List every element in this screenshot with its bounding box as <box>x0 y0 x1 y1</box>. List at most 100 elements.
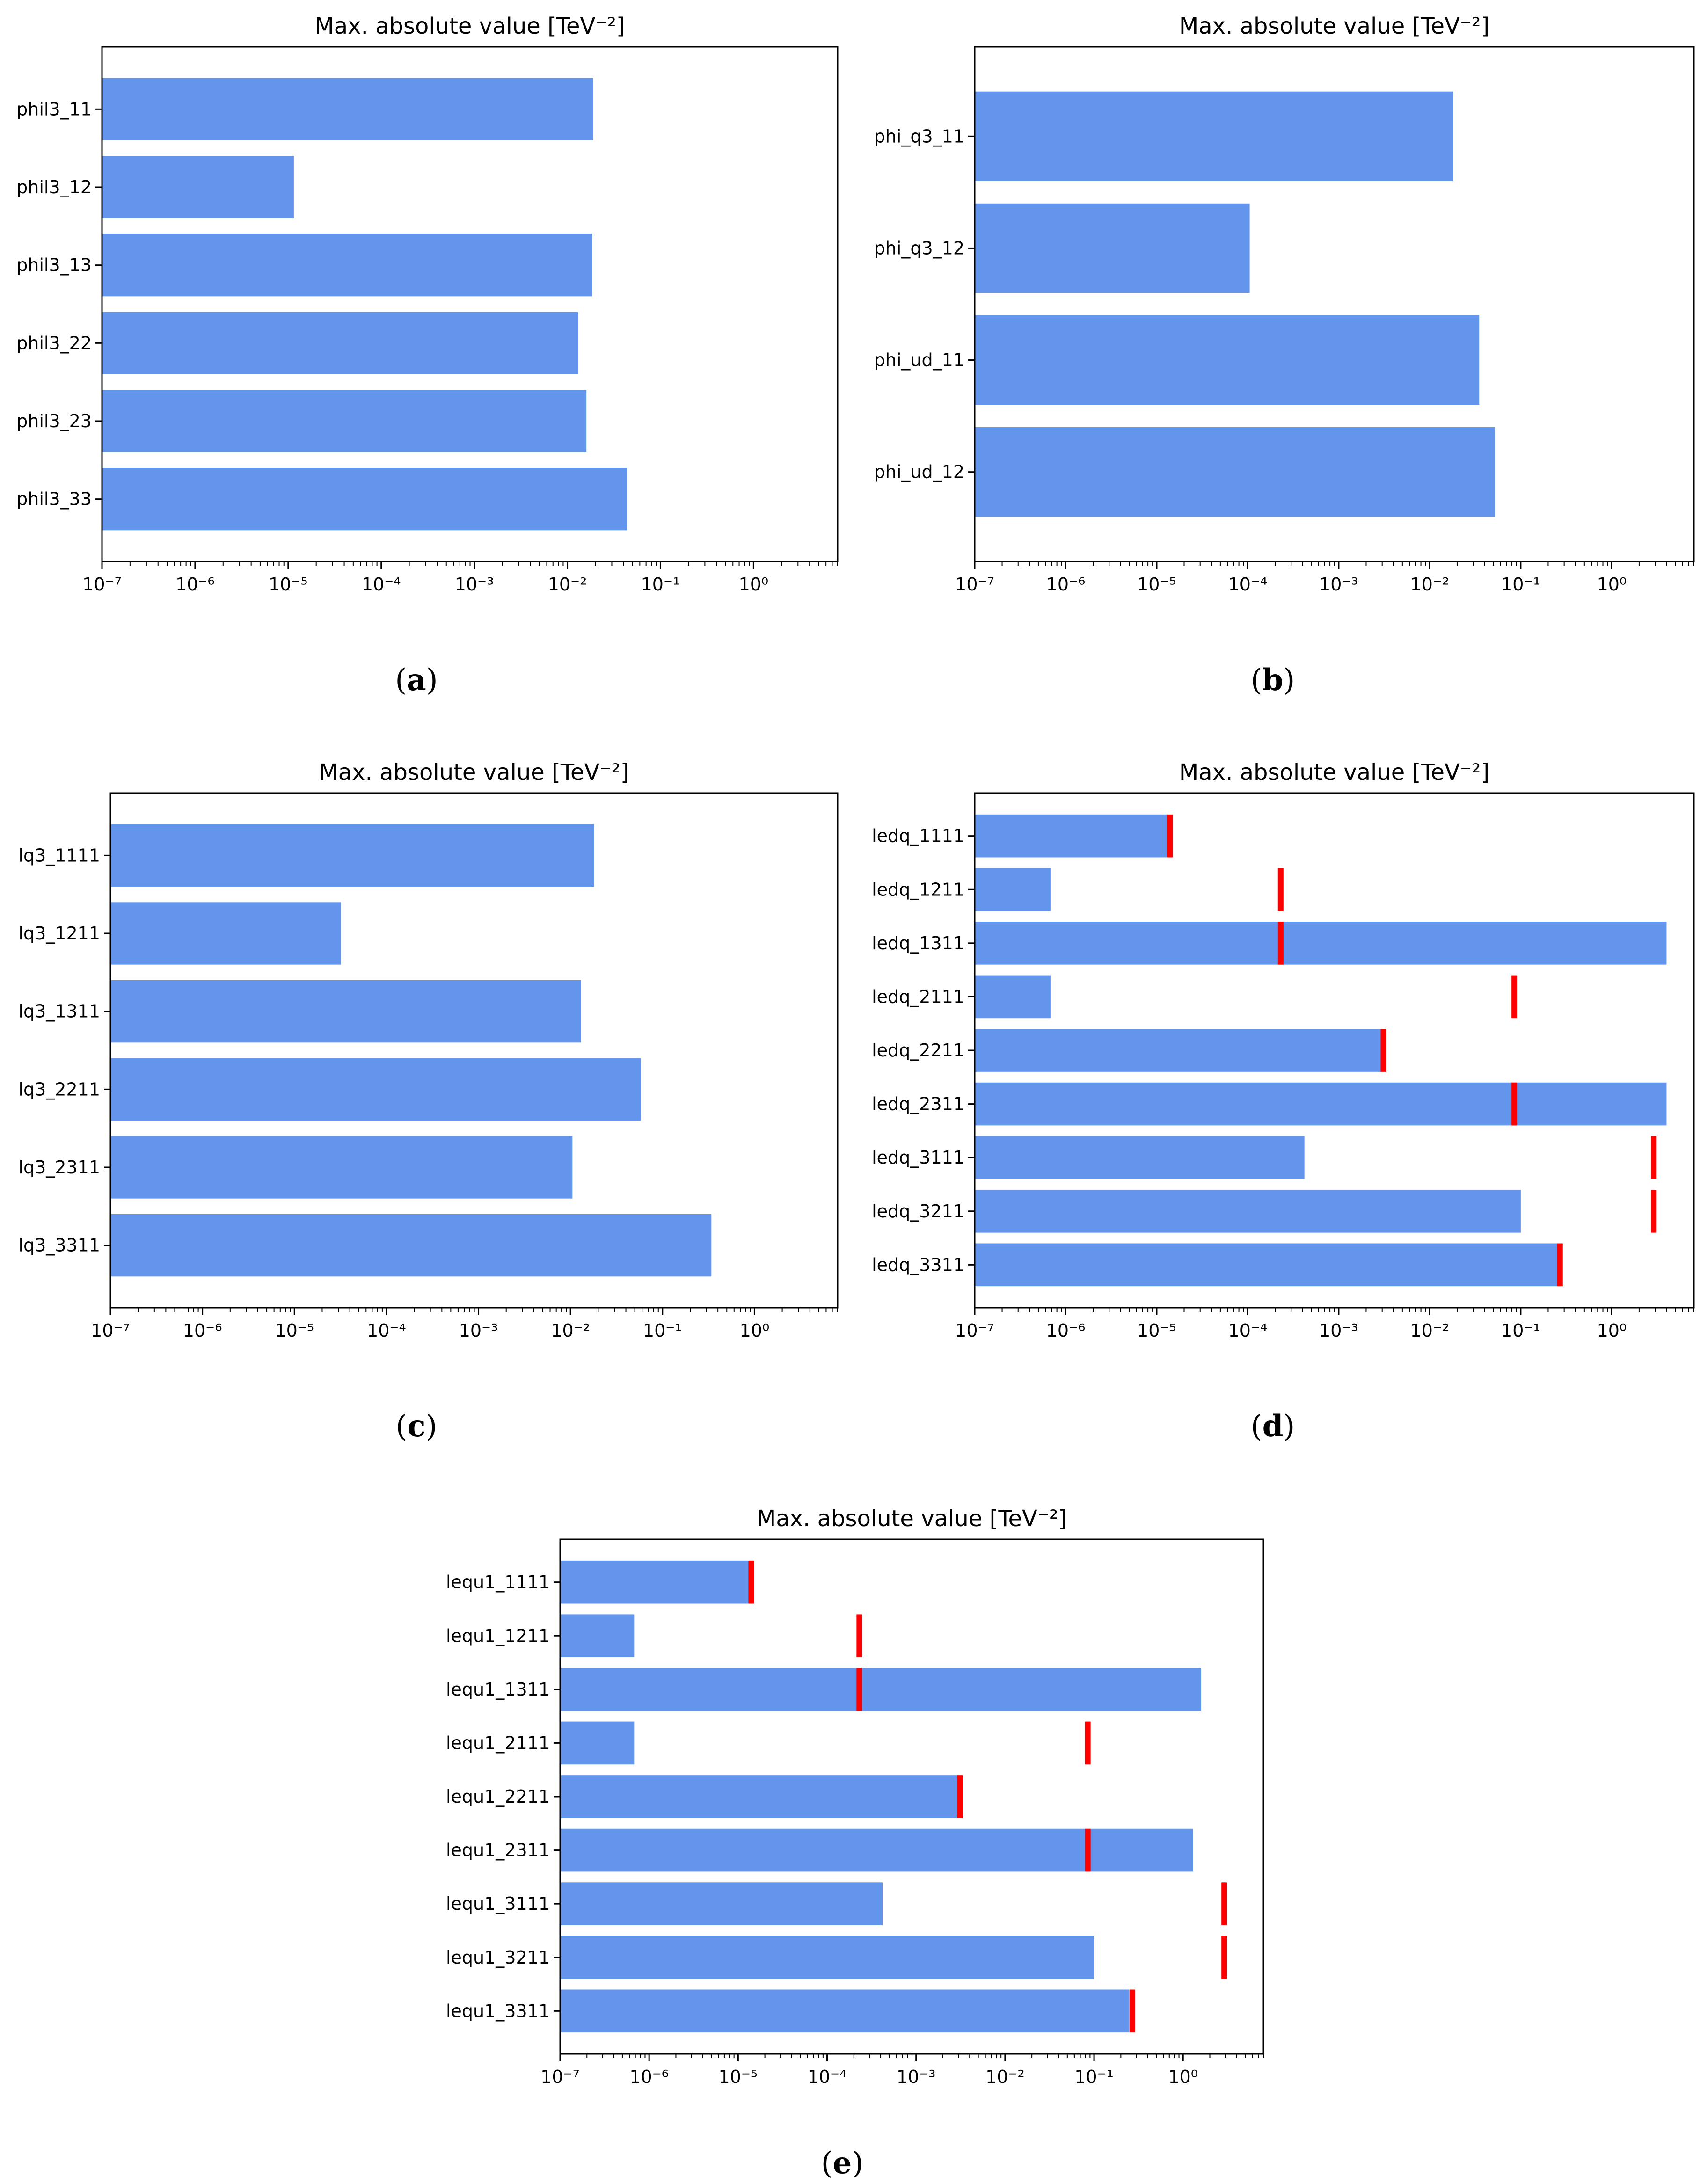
bar-lequ1_3311 <box>560 1989 1130 2033</box>
panel-caption: (c) <box>396 1409 438 1444</box>
bar-phil3_22 <box>102 312 578 374</box>
y-tick-label: lequ1_3111 <box>446 1893 550 1914</box>
chart-title: Max. absolute value [TeV⁻²] <box>314 13 625 39</box>
chart-title: Max. absolute value [TeV⁻²] <box>1179 759 1489 786</box>
caption-paren-open: ( <box>396 1409 408 1444</box>
caption-paren-open: ( <box>1251 1409 1262 1444</box>
y-tick-label: ledq_2311 <box>872 1094 964 1114</box>
caption-paren-close: ) <box>852 2146 863 2181</box>
bar-ledq_1211 <box>975 868 1051 911</box>
y-tick-label: lq3_2311 <box>18 1157 100 1178</box>
x-tick-label: 10⁻⁴ <box>808 2067 847 2087</box>
x-tick-label: 10⁻¹ <box>641 574 680 595</box>
bar-lq3_3311 <box>110 1214 712 1277</box>
x-tick-label: 10⁻¹ <box>1501 1320 1540 1341</box>
x-tick-label: 10⁻² <box>985 2067 1025 2087</box>
limit-marker-ledq_3311 <box>1557 1243 1563 1287</box>
limit-marker-lequ1_3311 <box>1130 1989 1136 2033</box>
panel-caption: (a) <box>395 662 438 698</box>
y-tick-label: phil3_11 <box>16 99 92 119</box>
caption-letter: b <box>1262 662 1284 698</box>
y-tick-label: lequ1_2311 <box>446 1840 550 1861</box>
y-tick-label: ledq_3311 <box>872 1254 964 1275</box>
x-tick-label: 10⁰ <box>1597 1320 1627 1341</box>
y-tick-label: phil3_13 <box>16 255 92 276</box>
bar-lequ1_2311 <box>560 1828 1193 1872</box>
bar-ledq_1111 <box>975 814 1167 858</box>
x-tick-label: 10⁻² <box>1410 1320 1450 1341</box>
x-tick-label: 10⁻⁵ <box>719 2067 758 2087</box>
limit-marker-lequ1_1311 <box>856 1668 862 1711</box>
bar-phil3_11 <box>102 78 593 140</box>
bar-ledq_3211 <box>975 1189 1521 1233</box>
y-tick-label: ledq_1111 <box>872 826 964 846</box>
x-tick-label: 10⁻⁴ <box>367 1320 406 1341</box>
bar-phi_ud_11 <box>975 315 1480 405</box>
x-tick-label: 10⁻³ <box>1319 1320 1358 1341</box>
bar-phil3_13 <box>102 234 592 297</box>
limit-marker-ledq_3211 <box>1651 1189 1657 1233</box>
caption-paren-close: ) <box>425 1409 437 1444</box>
y-tick-label: phil3_22 <box>16 333 92 353</box>
x-tick-label: 10⁻⁷ <box>91 1320 130 1341</box>
bar-lequ1_3111 <box>560 1882 883 1925</box>
bar-ledq_2311 <box>975 1082 1667 1126</box>
x-tick-label: 10⁻⁶ <box>183 1320 222 1341</box>
y-tick-label: phi_q3_12 <box>874 238 964 258</box>
bar-lequ1_3211 <box>560 1936 1094 1979</box>
x-tick-label: 10⁻⁷ <box>955 574 994 595</box>
limit-marker-lequ1_2211 <box>957 1775 963 1818</box>
limit-marker-lequ1_2111 <box>1085 1721 1091 1765</box>
bar-lequ1_1211 <box>560 1614 635 1658</box>
chart-title: Max. absolute value [TeV⁻²] <box>757 1506 1067 1532</box>
bar-lq3_1111 <box>110 824 594 887</box>
bar-lequ1_2211 <box>560 1775 959 1818</box>
caption-paren-open: ( <box>395 663 407 698</box>
bar-ledq_3311 <box>975 1243 1559 1287</box>
bar-ledq_1311 <box>975 922 1667 965</box>
x-tick-label: 10⁻⁶ <box>1046 1320 1086 1341</box>
x-tick-label: 10⁻⁷ <box>540 2067 580 2087</box>
x-tick-label: 10⁻⁵ <box>269 574 308 595</box>
limit-marker-lequ1_3211 <box>1221 1936 1227 1979</box>
y-tick-label: lq3_1311 <box>18 1001 100 1022</box>
x-tick-label: 10⁻⁴ <box>362 574 401 595</box>
y-tick-label: phil3_33 <box>16 489 92 510</box>
y-tick-label: ledq_1311 <box>872 933 964 954</box>
caption-letter: d <box>1262 1409 1284 1444</box>
y-tick-label: ledq_2211 <box>872 1040 964 1061</box>
x-tick-label: 10⁻¹ <box>1501 574 1540 595</box>
bar-lequ1_1111 <box>560 1560 749 1604</box>
panel-caption: (d) <box>1251 1409 1295 1444</box>
x-tick-label: 10⁻² <box>551 1320 590 1341</box>
x-tick-label: 10⁻¹ <box>1074 2067 1114 2087</box>
y-tick-label: ledq_2111 <box>872 986 964 1007</box>
y-tick-label: phi_q3_11 <box>874 126 964 146</box>
x-tick-label: 10⁻¹ <box>643 1320 682 1341</box>
y-tick-label: lequ1_3211 <box>446 1947 550 1968</box>
bar-phi_q3_12 <box>975 203 1250 293</box>
caption-paren-close: ) <box>1283 663 1295 698</box>
chart-panel-d: ledq_1111 ledq_1211 ledq_1311 ledq_2111ledq… <box>872 759 1695 1444</box>
y-tick-label: phil3_12 <box>16 177 92 197</box>
panel-caption: (e) <box>821 2146 864 2181</box>
x-tick-label: 10⁻² <box>1410 574 1450 595</box>
y-tick-label: lq3_1211 <box>18 923 100 944</box>
caption-paren-close: ) <box>426 663 438 698</box>
bar-lequ1_2111 <box>560 1721 635 1765</box>
chart-title: Max. absolute value [TeV⁻²] <box>319 759 629 786</box>
chart-panel-b: phi_q3_11 phi_q3_12 phi_ud_11 phi_ud_12 10⁻⁷… <box>874 13 1695 698</box>
bar-phi_ud_12 <box>975 427 1495 517</box>
limit-marker-ledq_1311 <box>1277 922 1284 965</box>
x-tick-label: 10⁰ <box>1597 574 1627 595</box>
y-tick-label: lequ1_1111 <box>446 1572 550 1593</box>
y-tick-label: ledq_3111 <box>872 1147 964 1168</box>
y-tick-label: lq3_1111 <box>18 845 100 866</box>
bar-phil3_33 <box>102 468 627 531</box>
x-tick-label: 10⁰ <box>1168 2067 1198 2087</box>
caption-letter: c <box>408 1409 426 1444</box>
bar-ledq_3111 <box>975 1136 1305 1179</box>
limit-marker-ledq_2211 <box>1380 1029 1386 1072</box>
limit-marker-lequ1_1111 <box>748 1560 754 1604</box>
